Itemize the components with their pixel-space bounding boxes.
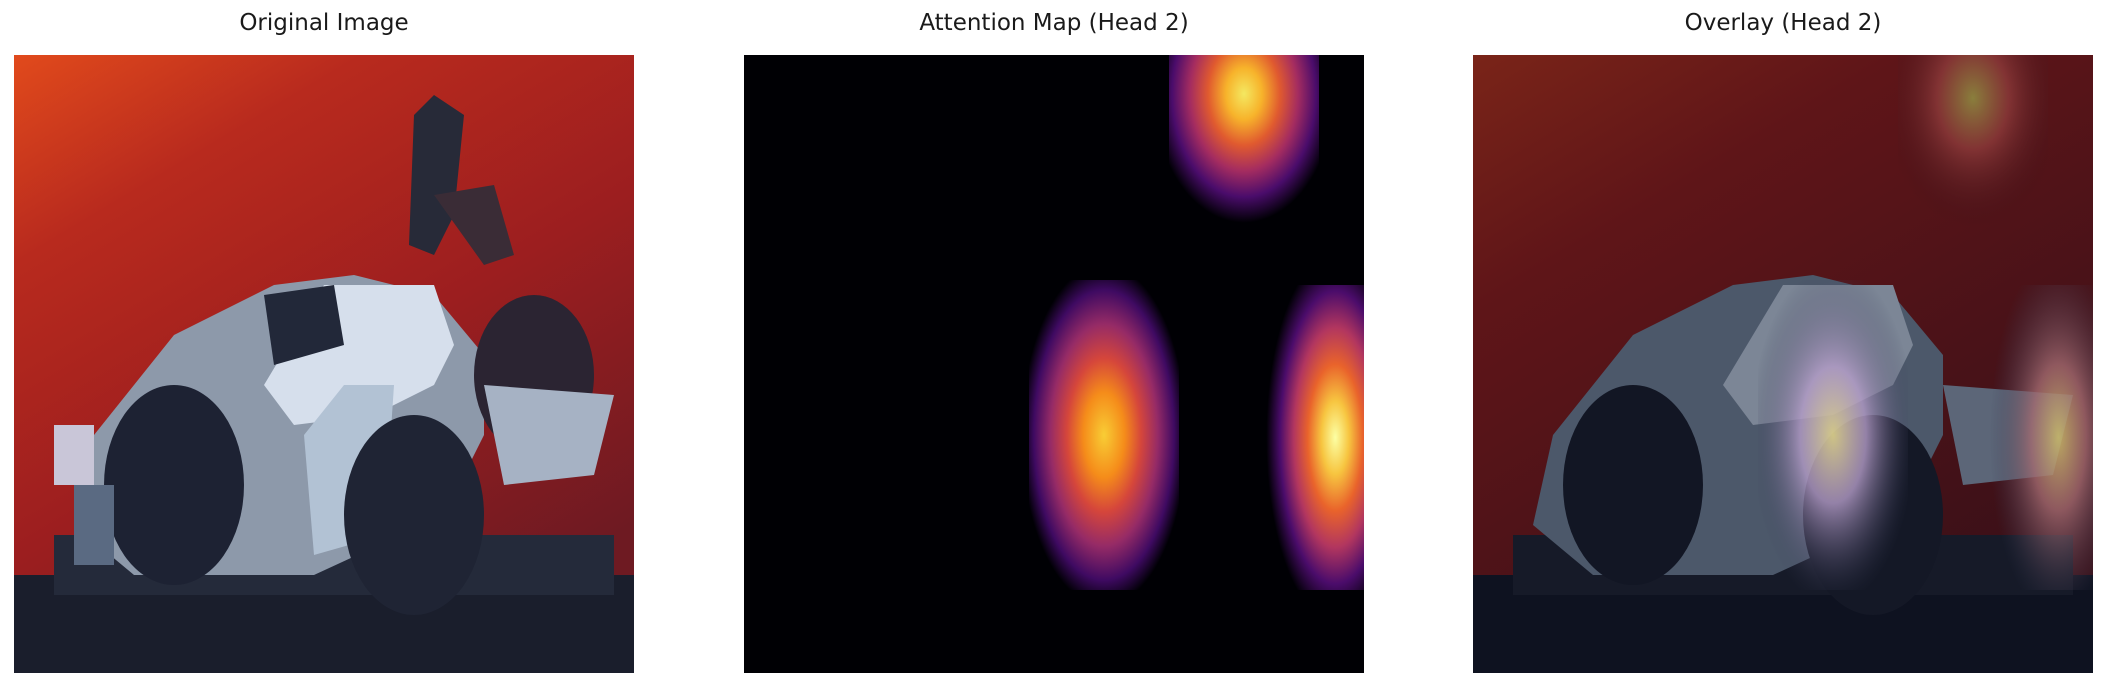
overlay-title: Overlay (Head 2): [1684, 10, 1882, 36]
attention-map-title: Attention Map (Head 2): [919, 10, 1189, 36]
overlay-panel: Overlay (Head 2): [1473, 0, 2093, 688]
attention-map-frame: [744, 55, 1364, 673]
original-image-panel: Original Image: [14, 0, 634, 688]
overlay-image: [1473, 55, 2093, 673]
attention-map: [744, 55, 1364, 673]
original-image-frame: [14, 55, 634, 673]
original-image-title: Original Image: [239, 10, 409, 36]
original-image: [14, 55, 634, 673]
attention-map-panel: Attention Map (Head 2): [744, 0, 1364, 688]
overlay-frame: [1473, 55, 2093, 673]
